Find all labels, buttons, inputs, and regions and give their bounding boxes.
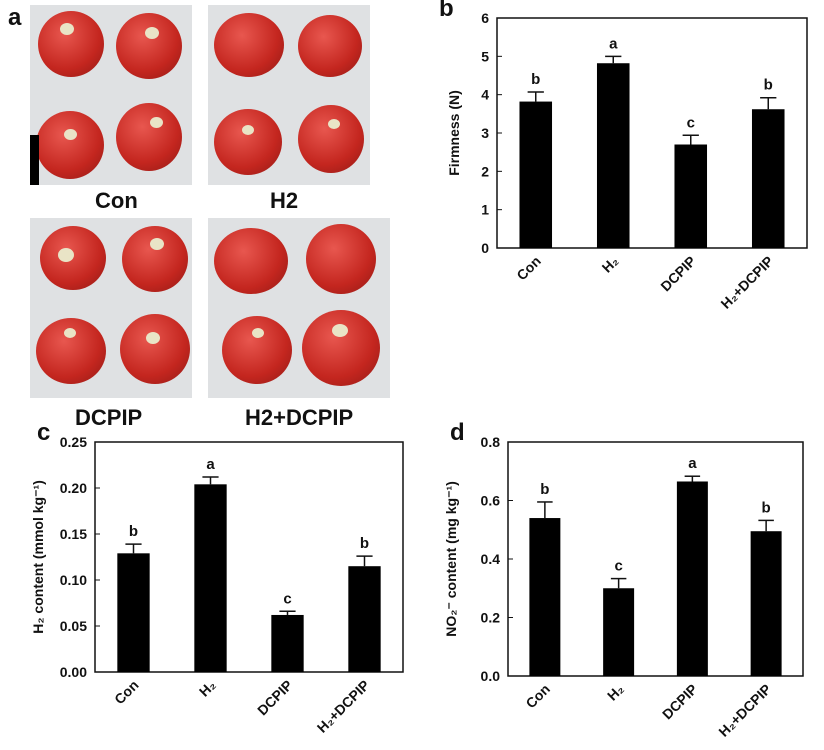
x-tick-label: DCPIP xyxy=(659,681,701,723)
significance-letter: b xyxy=(129,523,138,540)
bar-dcpip xyxy=(271,614,304,672)
y-tick-label: 0.6 xyxy=(481,493,501,509)
significance-letter: b xyxy=(764,77,773,94)
x-tick-label: DCPIP xyxy=(254,677,296,719)
no2-content-chart: d 0.0 0.2 0.4 0.6 0.8 NO₂⁻ content (mg kg⁻¹) b C… xyxy=(443,420,804,740)
bar-con xyxy=(117,553,150,672)
bar-h2 xyxy=(596,63,630,248)
bar-h2 xyxy=(603,588,635,676)
x-tick-label: Con xyxy=(513,253,544,284)
significance-letter: b xyxy=(762,499,771,516)
y-tick-label: 1 xyxy=(481,202,489,218)
y-tick-label: 4 xyxy=(481,87,489,103)
x-tick-label: Con xyxy=(522,681,553,712)
caption-h2-dcpip: H2+DCPIP xyxy=(245,405,354,430)
y-tick-label: 0.2 xyxy=(481,610,501,626)
bar-h2-dcpip xyxy=(751,109,785,248)
bar-con xyxy=(519,101,553,248)
x-tick-label: Con xyxy=(111,677,142,708)
bar-dcpip xyxy=(674,144,708,248)
significance-letter: a xyxy=(609,35,618,52)
y-tick-label: 5 xyxy=(481,48,489,64)
x-tick-label: H₂+DCPIP xyxy=(314,677,373,736)
y-tick-label: 0.10 xyxy=(60,572,87,588)
significance-letter: c xyxy=(687,114,695,131)
photo-h2 xyxy=(208,5,370,185)
y-tick-label: 0.8 xyxy=(481,434,501,450)
panel-a-label: a xyxy=(8,4,22,31)
x-tick-label: DCPIP xyxy=(657,253,699,295)
x-tick-label: H₂ xyxy=(196,677,219,700)
caption-dcpip: DCPIP xyxy=(75,405,143,430)
panel-label: b xyxy=(439,0,454,22)
x-tick-label: H₂ xyxy=(599,253,622,276)
firmness-chart: b 0 1 2 3 4 5 6 Firmness (N) b Con a H₂ c DCPIP b H₂+DCP… xyxy=(439,0,808,312)
scale-bar xyxy=(30,135,39,185)
y-tick-label: 0.20 xyxy=(60,480,87,496)
y-axis-label: H₂ content (mmol kg⁻¹) xyxy=(30,480,46,634)
photo-con xyxy=(30,5,192,185)
y-tick-label: 0.05 xyxy=(60,618,87,634)
panel-label: d xyxy=(450,420,465,446)
photo-h2-dcpip xyxy=(208,218,390,398)
plot-frame xyxy=(94,441,404,673)
caption-con: Con xyxy=(95,188,138,213)
y-tick-label: 0.4 xyxy=(481,551,501,567)
y-tick-label: 3 xyxy=(481,125,489,141)
y-tick-label: 0.15 xyxy=(60,526,87,542)
y-axis-label: Firmness (N) xyxy=(446,90,462,176)
significance-letter: c xyxy=(283,590,291,607)
bar-dcpip xyxy=(676,481,708,676)
bar-h2-dcpip xyxy=(750,531,782,676)
x-tick-label: H₂ xyxy=(604,681,627,704)
y-tick-label: 0.0 xyxy=(481,668,501,684)
y-axis-label: NO₂⁻ content (mg kg⁻¹) xyxy=(443,481,459,637)
photo-dcpip xyxy=(30,218,192,398)
y-tick-label: 2 xyxy=(481,163,489,179)
bar-con xyxy=(529,518,561,676)
significance-letter: a xyxy=(688,455,697,472)
significance-letter: b xyxy=(531,71,540,88)
significance-letter: b xyxy=(360,535,369,552)
h2-content-chart: c 0.00 0.05 0.10 0.15 0.20 0.25 H₂ content (mmo… xyxy=(30,420,404,736)
y-tick-label: 0.25 xyxy=(60,434,87,450)
y-tick-label: 0 xyxy=(481,240,489,256)
significance-letter: b xyxy=(540,481,549,498)
bar-h2-dcpip xyxy=(348,566,381,672)
caption-h2: H2 xyxy=(270,188,299,213)
bar-h2 xyxy=(194,484,227,672)
y-tick-label: 0.00 xyxy=(60,664,87,680)
x-tick-label: H₂+DCPIP xyxy=(717,253,776,312)
x-tick-label: H₂+DCPIP xyxy=(715,681,774,740)
panel-label: c xyxy=(37,420,50,446)
y-tick-label: 6 xyxy=(481,10,489,26)
significance-letter: c xyxy=(614,558,622,575)
significance-letter: a xyxy=(206,456,215,473)
